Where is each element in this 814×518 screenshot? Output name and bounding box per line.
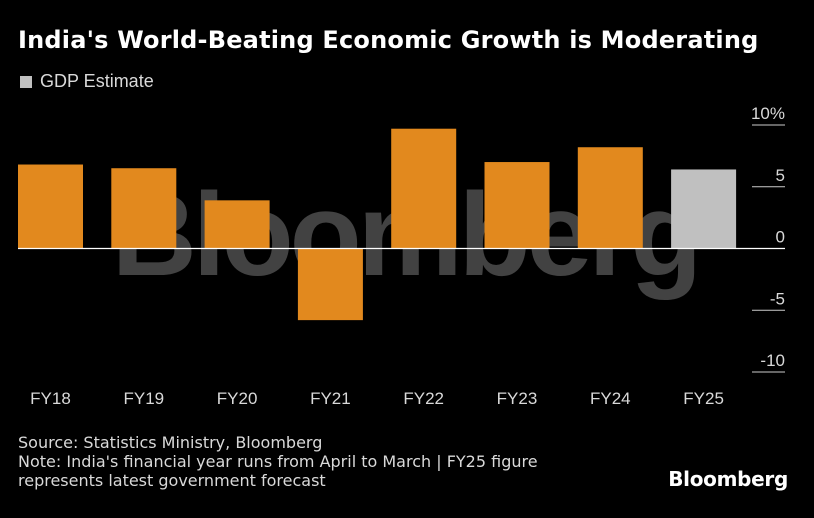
y-tick-label: -5 (770, 289, 785, 308)
x-tick-label-fy21: FY21 (310, 389, 351, 408)
legend-label: GDP Estimate (40, 71, 154, 91)
x-tick-label-fy19: FY19 (123, 389, 164, 408)
bar-fy22 (391, 128, 457, 249)
x-tick-label-fy23: FY23 (497, 389, 538, 408)
bar-fy18 (18, 164, 83, 249)
y-tick-label: 5 (776, 166, 785, 185)
x-tick-label-fy25: FY25 (683, 389, 724, 408)
x-tick-label-fy24: FY24 (590, 389, 631, 408)
y-tick-label: 0 (776, 228, 785, 247)
chart-title: India's World-Beating Economic Growth is… (18, 26, 759, 54)
footer-notes: Source: Statistics Ministry, Bloomberg N… (18, 433, 538, 490)
bar-fy20 (204, 200, 270, 249)
y-tick-label: -10 (760, 351, 785, 370)
bar-fy23 (484, 162, 550, 249)
bar-fy24 (577, 147, 643, 249)
bar-fy25 (671, 169, 737, 249)
legend: GDP Estimate (20, 71, 154, 92)
legend-swatch (20, 75, 32, 88)
bar-fy21 (297, 248, 363, 321)
bloomberg-logo: Bloomberg (668, 467, 788, 491)
x-tick-label-fy20: FY20 (217, 389, 258, 408)
x-tick-label-fy18: FY18 (30, 389, 71, 408)
x-tick-label-fy22: FY22 (403, 389, 444, 408)
note-line-1: Note: India's financial year runs from A… (18, 452, 538, 471)
y-tick-label: 10% (751, 104, 785, 123)
bar-fy19 (111, 168, 177, 249)
note-line-2: represents latest government forecast (18, 471, 326, 490)
source-note: Source: Statistics Ministry, Bloomberg (18, 433, 323, 452)
